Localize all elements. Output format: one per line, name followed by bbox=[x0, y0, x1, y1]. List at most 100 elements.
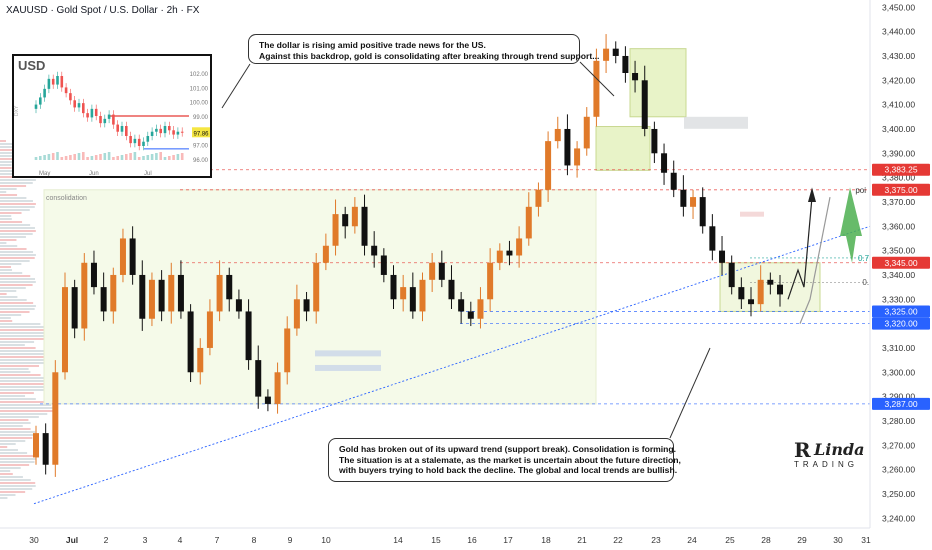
volume-profile-bar bbox=[0, 473, 13, 475]
volume-profile-bar bbox=[0, 476, 23, 478]
price-tick-label: 3,400.00 bbox=[882, 124, 915, 134]
volume-profile-bar bbox=[0, 485, 36, 487]
time-tick-label: 18 bbox=[541, 535, 551, 545]
candle-body bbox=[603, 48, 610, 61]
top-callout-line: The dollar is rising amid positive trade… bbox=[259, 40, 486, 50]
inset-candle-body bbox=[180, 131, 184, 133]
volume-profile-bar bbox=[0, 374, 41, 376]
volume-profile-bar bbox=[0, 338, 44, 340]
volume-profile-bar bbox=[0, 182, 33, 184]
order-block bbox=[684, 116, 748, 129]
volume-profile-bar bbox=[0, 161, 22, 163]
volume-profile-bar bbox=[0, 194, 18, 196]
volume-profile-bar bbox=[0, 290, 17, 292]
price-tick-label: 3,450.00 bbox=[882, 2, 915, 12]
inset-candle-body bbox=[51, 78, 55, 85]
candle-body bbox=[361, 206, 368, 246]
time-tick-label: 14 bbox=[393, 535, 403, 545]
price-tag bbox=[872, 397, 930, 410]
support-trendline bbox=[33, 225, 871, 505]
price-tick-label: 3,390.00 bbox=[882, 148, 915, 158]
inset-volume-bar bbox=[125, 154, 128, 160]
time-tick-label: 10 bbox=[321, 535, 331, 545]
inset-volume-bar bbox=[90, 156, 94, 160]
inset-candle-body bbox=[120, 126, 124, 132]
candle-body bbox=[738, 287, 745, 300]
volume-profile-bar bbox=[0, 326, 49, 328]
volume-profile-bar bbox=[0, 455, 34, 457]
candle-body bbox=[583, 116, 590, 149]
volume-profile-bar bbox=[0, 287, 26, 289]
volume-profile-bar bbox=[0, 377, 49, 379]
inset-candle-body bbox=[146, 136, 150, 142]
volume-profile-bar bbox=[0, 191, 7, 193]
logo-name: Linda bbox=[814, 440, 865, 459]
price-tag-label: 3,375.00 bbox=[884, 185, 917, 195]
time-tick-label: 17 bbox=[503, 535, 513, 545]
inset-price-tick: 101.00 bbox=[190, 86, 209, 92]
volume-profile-bar bbox=[0, 167, 12, 169]
volume-profile-bar bbox=[0, 200, 33, 202]
inset-volume-bar bbox=[142, 156, 145, 160]
volume-profile-bar bbox=[0, 206, 35, 208]
volume-profile-bar bbox=[0, 221, 23, 223]
volume-profile-bar bbox=[0, 392, 34, 394]
volume-profile-bar bbox=[0, 323, 41, 325]
candle-body bbox=[680, 189, 687, 207]
inset-candle-body bbox=[56, 76, 59, 85]
time-tick-label: 15 bbox=[431, 535, 441, 545]
inset-candle-body bbox=[77, 103, 81, 108]
price-tick-label: 3,370.00 bbox=[882, 197, 915, 207]
candle-body bbox=[409, 287, 416, 312]
callout-pointer bbox=[669, 347, 711, 439]
time-tick-label: 8 bbox=[252, 535, 257, 545]
candle-body bbox=[748, 299, 755, 305]
volume-profile-bar bbox=[0, 365, 40, 367]
volume-profile-bar bbox=[0, 452, 28, 454]
candle-body bbox=[371, 245, 378, 256]
price-tick-label: 3,310.00 bbox=[882, 343, 915, 353]
time-axis bbox=[0, 528, 870, 550]
time-tick-label: 9 bbox=[288, 535, 293, 545]
inset-volume-bar bbox=[94, 155, 98, 160]
candle-body bbox=[593, 60, 600, 117]
range-box bbox=[595, 126, 651, 171]
inset-volume-bar bbox=[73, 154, 76, 160]
volume-profile-bar bbox=[0, 251, 34, 253]
price-tag bbox=[872, 305, 930, 318]
inset-month-label: Jul bbox=[144, 171, 152, 176]
volume-profile-bar bbox=[0, 470, 11, 472]
candle-body bbox=[506, 250, 513, 256]
candle-body bbox=[670, 172, 677, 190]
volume-profile-bar bbox=[0, 272, 23, 274]
candle-body bbox=[139, 274, 146, 319]
volume-profile-bar bbox=[0, 266, 12, 268]
candle-body bbox=[293, 299, 300, 329]
candle-body bbox=[235, 299, 242, 312]
volume-profile-bar bbox=[0, 422, 31, 424]
inset-candle-body bbox=[43, 88, 46, 98]
volume-profile-bar bbox=[0, 308, 35, 310]
candle-body bbox=[342, 214, 349, 227]
inset-volume-bar bbox=[168, 156, 171, 160]
volume-profile-bar bbox=[0, 386, 51, 388]
inset-volume-bar bbox=[180, 153, 184, 160]
volume-profile-bar bbox=[0, 248, 27, 250]
volume-profile-bar bbox=[0, 449, 18, 451]
inset-side-label: DXY bbox=[14, 105, 20, 116]
inset-candle-body bbox=[133, 138, 137, 144]
inset-volume-bar bbox=[150, 154, 154, 160]
volume-profile-bar bbox=[0, 329, 54, 331]
candle-body bbox=[33, 433, 39, 458]
candle-body bbox=[322, 245, 329, 263]
volume-profile-bar bbox=[0, 215, 12, 217]
volume-profile-bar bbox=[0, 299, 27, 301]
candle-body bbox=[535, 189, 542, 207]
volume-profile-bar bbox=[0, 233, 33, 235]
bottom-callout-line: The situation is at a stalemate, as the … bbox=[339, 454, 681, 465]
price-tick-label: 3,410.00 bbox=[882, 100, 915, 110]
volume-profile-bar bbox=[0, 413, 48, 415]
volume-profile-bar bbox=[0, 440, 26, 442]
